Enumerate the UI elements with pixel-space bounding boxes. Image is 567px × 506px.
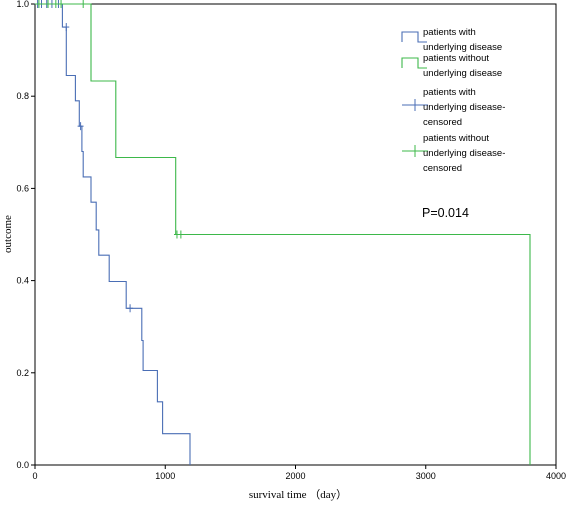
censor-mark [77,122,84,131]
x-tick-label: 1000 [155,471,175,481]
y-axis: 0.0 0.2 0.4 0.6 0.8 1.0 [16,0,35,470]
censor-mark [63,23,70,32]
legend-item-3: patients with underlying disease-censored [402,87,505,128]
x-tick-label: 3000 [416,471,436,481]
x-tick-label: 4000 [546,471,566,481]
censor-mark [80,0,87,8]
legend-step-icon [401,31,427,43]
survival-curves [34,0,531,465]
y-tick-label: 0.0 [16,460,29,470]
x-axis-title: survival time （day） [249,488,347,501]
x-axis: 0 1000 2000 3000 4000 [32,465,566,481]
legend-label: underlying disease- [423,102,505,113]
legend-label: underlying disease- [423,148,505,159]
censor-mark [52,0,59,8]
y-tick-label: 0.6 [16,183,29,193]
censor-mark [127,304,134,313]
legend-label: patients with [423,87,476,98]
p-value-annotation: P=0.014 [422,206,469,220]
legend-label: censored [423,117,462,128]
y-tick-label: 0.4 [16,276,29,286]
legend-label: patients with [423,27,476,38]
censor-mark [177,230,184,239]
x-tick-label: 0 [32,471,37,481]
y-axis-title: outcome [2,215,14,253]
legend-label: underlying disease [423,68,502,79]
x-tick-label: 2000 [285,471,305,481]
legend-label: underlying disease [423,42,502,53]
y-tick-label: 1.0 [16,0,29,9]
series-line-2 [35,3,531,465]
censor-mark [58,0,65,8]
censor-mark [35,0,42,8]
censor-mark [45,0,52,8]
legend-label: patients without [423,133,489,144]
y-tick-label: 0.8 [16,91,29,101]
legend-item-4: patients without underlying disease-censo… [402,133,505,174]
series-line-1 [35,3,191,465]
legend-item-2: patients without underlying disease [401,53,502,79]
legend-step-icon [401,57,427,69]
legend-item-1: patients with underlying disease [401,27,502,53]
legend-label: patients without [423,53,489,64]
legend-label: censored [423,163,462,174]
y-tick-label: 0.2 [16,368,29,378]
